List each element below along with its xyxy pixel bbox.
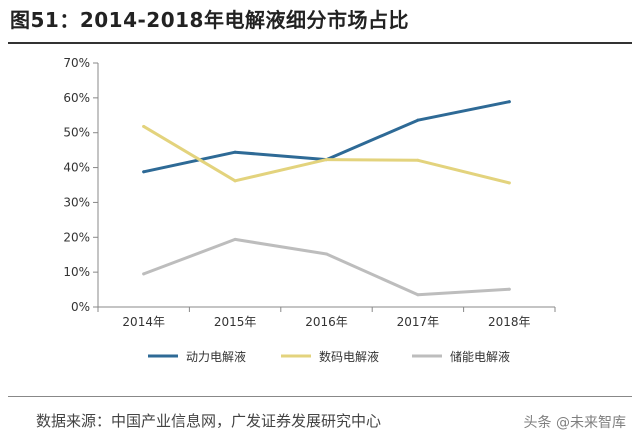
- axes: 0% 10% 20% 30% 40% 50% 60% 70% 2014年 2015年 2016年 20…: [63, 56, 556, 329]
- legend-label-3: 储能电解液: [450, 349, 510, 364]
- data-point-1-2: [233, 150, 237, 154]
- data-point-1-5: [507, 100, 511, 104]
- line-chart: 0% 10% 20% 30% 40% 50% 60% 70% 2014年 2015年 2016年 20…: [63, 56, 556, 364]
- x-tick-label: 2016年: [305, 315, 348, 329]
- legend-label-1: 动力电解液: [186, 349, 246, 364]
- watermark: 头条 @未来智库: [523, 415, 626, 431]
- data-point-3-4: [416, 293, 420, 297]
- y-tick-label: 70%: [63, 56, 90, 70]
- data-point-2-3: [325, 158, 328, 162]
- y-tick-label: 60%: [63, 91, 90, 105]
- x-tick-label: 2018年: [488, 315, 531, 329]
- series-lines: [142, 100, 511, 297]
- legend-label-2: 数码电解液: [319, 349, 379, 364]
- title-divider: [8, 42, 632, 44]
- x-tick-label: 2014年: [122, 315, 165, 329]
- y-tick-label: 10%: [63, 265, 90, 279]
- series-line-1: [142, 100, 511, 174]
- y-tick-label: 20%: [63, 230, 90, 244]
- series-line-2: [142, 124, 511, 185]
- x-tick-label: 2015年: [214, 315, 257, 329]
- source-divider: [8, 396, 632, 397]
- data-point-3-5: [507, 287, 511, 291]
- data-point-2-2: [233, 179, 237, 183]
- source-note: 数据来源：中国产业信息网，广发证券发展研究中心: [36, 412, 382, 430]
- chart-title: 图51：2014-2018年电解液细分市场占比: [10, 8, 409, 32]
- y-tick-label: 50%: [63, 126, 90, 140]
- data-point-3-3: [325, 252, 328, 256]
- data-point-2-5: [507, 181, 511, 185]
- legend: 动力电解液 数码电解液 储能电解液: [148, 349, 510, 364]
- data-point-3-1: [142, 272, 146, 276]
- data-point-3-2: [233, 237, 237, 241]
- data-point-2-1: [142, 124, 146, 128]
- data-point-1-1: [142, 170, 146, 174]
- y-tick-label: 40%: [63, 161, 90, 175]
- data-point-2-4: [416, 158, 420, 162]
- y-tick-label: 30%: [63, 195, 90, 209]
- x-tick-label: 2017年: [397, 315, 440, 329]
- data-point-1-4: [416, 118, 420, 122]
- series-line-3: [142, 237, 511, 297]
- y-tick-label: 0%: [71, 300, 90, 314]
